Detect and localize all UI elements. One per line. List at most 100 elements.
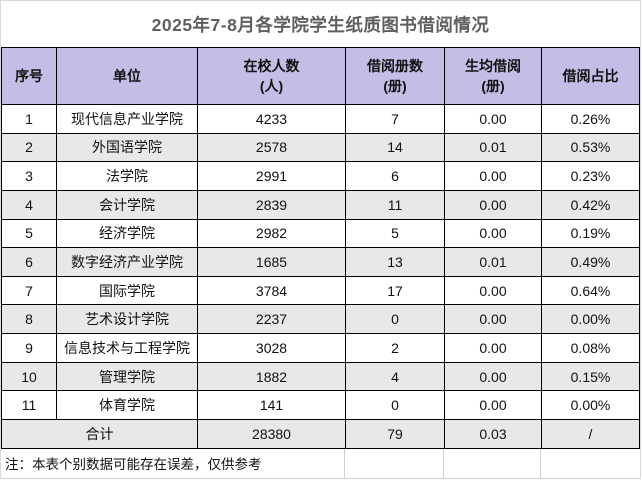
cell-per-student: 0.00 bbox=[444, 390, 542, 421]
cell-unit: 会计学院 bbox=[56, 189, 198, 220]
cell-borrowed: 4 bbox=[345, 361, 445, 392]
cell-borrowed: 14 bbox=[345, 132, 445, 163]
total-per-student: 0.03 bbox=[444, 419, 542, 449]
cell-ratio: 0.19% bbox=[541, 218, 640, 249]
cell-students: 1882 bbox=[197, 361, 346, 392]
cell-no: 4 bbox=[1, 189, 57, 220]
cell-students: 2237 bbox=[197, 304, 346, 335]
header-no: 序号 bbox=[1, 47, 57, 105]
cell-no: 11 bbox=[1, 390, 57, 421]
total-label: 合计 bbox=[1, 419, 198, 449]
cell-unit: 国际学院 bbox=[56, 275, 198, 306]
table-row: 1 现代信息产业学院 4233 7 0.00 0.26% bbox=[1, 104, 640, 134]
table-row: 5 经济学院 2982 5 0.00 0.19% bbox=[1, 218, 640, 249]
header-row: 序号 单位 在校人数 (人) 借阅册数 (册) 生均借阅 (册) 借阅占比 bbox=[1, 47, 640, 105]
cell-students: 4233 bbox=[197, 104, 346, 134]
cell-per-student: 0.00 bbox=[444, 161, 542, 191]
total-students: 28380 bbox=[197, 419, 346, 449]
cell-per-student: 0.00 bbox=[444, 218, 542, 249]
cell-ratio: 0.08% bbox=[541, 333, 640, 363]
cell-ratio: 0.64% bbox=[541, 275, 640, 306]
note-grid-cell bbox=[541, 449, 638, 478]
table-body: 1 现代信息产业学院 4233 7 0.00 0.26% 2 外国语学院 2578 14 0.01 0… bbox=[1, 104, 640, 421]
cell-ratio: 0.26% bbox=[541, 104, 640, 134]
cell-borrowed: 0 bbox=[345, 304, 445, 335]
cell-per-student: 0.00 bbox=[444, 104, 542, 134]
cell-students: 3784 bbox=[197, 275, 346, 306]
cell-students: 141 bbox=[197, 390, 346, 421]
table-row: 10 管理学院 1882 4 0.00 0.15% bbox=[1, 361, 640, 392]
cell-no: 2 bbox=[1, 132, 57, 163]
note-grid-cell bbox=[444, 448, 541, 478]
cell-no: 9 bbox=[1, 333, 57, 363]
cell-no: 8 bbox=[1, 304, 57, 335]
cell-students: 2839 bbox=[197, 189, 346, 220]
note-text: 注：本表个别数据可能存在误差，仅供参考 bbox=[1, 448, 345, 478]
cell-students: 2991 bbox=[197, 161, 346, 191]
cell-unit: 经济学院 bbox=[56, 218, 198, 249]
cell-students: 2982 bbox=[197, 218, 346, 249]
cell-borrowed: 0 bbox=[345, 390, 445, 421]
note-row: 注：本表个别数据可能存在误差，仅供参考 bbox=[1, 448, 640, 479]
cell-borrowed: 13 bbox=[345, 247, 445, 277]
cell-per-student: 0.00 bbox=[444, 275, 542, 306]
cell-students: 3028 bbox=[197, 333, 346, 363]
cell-ratio: 0.49% bbox=[541, 247, 640, 277]
cell-unit: 信息技术与工程学院 bbox=[56, 333, 198, 363]
cell-borrowed: 5 bbox=[345, 218, 445, 249]
cell-ratio: 0.00% bbox=[541, 390, 640, 421]
cell-ratio: 0.15% bbox=[541, 361, 640, 392]
header-borrowed: 借阅册数 (册) bbox=[345, 47, 445, 105]
cell-per-student: 0.00 bbox=[444, 361, 542, 392]
header-unit: 单位 bbox=[56, 47, 198, 105]
page-title: 2025年7-8月各学院学生纸质图书借阅情况 bbox=[151, 14, 490, 35]
cell-borrowed: 17 bbox=[345, 275, 445, 306]
header-ratio: 借阅占比 bbox=[541, 47, 640, 105]
cell-per-student: 0.00 bbox=[444, 189, 542, 220]
table-row: 9 信息技术与工程学院 3028 2 0.00 0.08% bbox=[1, 333, 640, 363]
header-per-student: 生均借阅 (册) bbox=[444, 47, 542, 105]
cell-per-student: 0.01 bbox=[444, 247, 542, 277]
cell-per-student: 0.01 bbox=[444, 132, 542, 163]
cell-no: 5 bbox=[1, 218, 57, 249]
table-footer: 合计 28380 79 0.03 / bbox=[1, 419, 640, 449]
note-grid-cell bbox=[345, 448, 444, 478]
cell-no: 3 bbox=[1, 161, 57, 191]
cell-students: 1685 bbox=[197, 247, 346, 277]
cell-borrowed: 7 bbox=[345, 104, 445, 134]
table-row: 4 会计学院 2839 11 0.00 0.42% bbox=[1, 189, 640, 220]
cell-unit: 外国语学院 bbox=[56, 132, 198, 163]
cell-ratio: 0.42% bbox=[541, 189, 640, 220]
cell-unit: 体育学院 bbox=[56, 390, 198, 421]
header-students: 在校人数 (人) bbox=[197, 47, 346, 105]
cell-per-student: 0.00 bbox=[444, 304, 542, 335]
cell-no: 10 bbox=[1, 361, 57, 392]
cell-unit: 管理学院 bbox=[56, 361, 198, 392]
table-row: 8 艺术设计学院 2237 0 0.00 0.00% bbox=[1, 304, 640, 335]
cell-unit: 艺术设计学院 bbox=[56, 304, 198, 335]
cell-no: 1 bbox=[1, 104, 57, 134]
total-borrowed: 79 bbox=[345, 419, 445, 449]
table-header: 序号 单位 在校人数 (人) 借阅册数 (册) 生均借阅 (册) 借阅占比 bbox=[1, 47, 640, 105]
table-row: 2 外国语学院 2578 14 0.01 0.53% bbox=[1, 132, 640, 163]
total-row: 合计 28380 79 0.03 / bbox=[1, 419, 640, 449]
cell-per-student: 0.00 bbox=[444, 333, 542, 363]
cell-no: 6 bbox=[1, 247, 57, 277]
cell-borrowed: 6 bbox=[345, 161, 445, 191]
table-row: 11 体育学院 141 0 0.00 0.00% bbox=[1, 390, 640, 421]
cell-ratio: 0.53% bbox=[541, 132, 640, 163]
cell-unit: 现代信息产业学院 bbox=[56, 104, 198, 134]
table-row: 3 法学院 2991 6 0.00 0.23% bbox=[1, 161, 640, 191]
total-ratio: / bbox=[541, 419, 640, 449]
cell-no: 7 bbox=[1, 275, 57, 306]
cell-ratio: 0.23% bbox=[541, 161, 640, 191]
table-row: 7 国际学院 3784 17 0.00 0.64% bbox=[1, 275, 640, 306]
cell-unit: 数字经济产业学院 bbox=[56, 247, 198, 277]
title-bar: 2025年7-8月各学院学生纸质图书借阅情况 bbox=[1, 1, 640, 47]
table-row: 6 数字经济产业学院 1685 13 0.01 0.49% bbox=[1, 247, 640, 277]
cell-borrowed: 11 bbox=[345, 189, 445, 220]
cell-unit: 法学院 bbox=[56, 161, 198, 191]
cell-ratio: 0.00% bbox=[541, 304, 640, 335]
